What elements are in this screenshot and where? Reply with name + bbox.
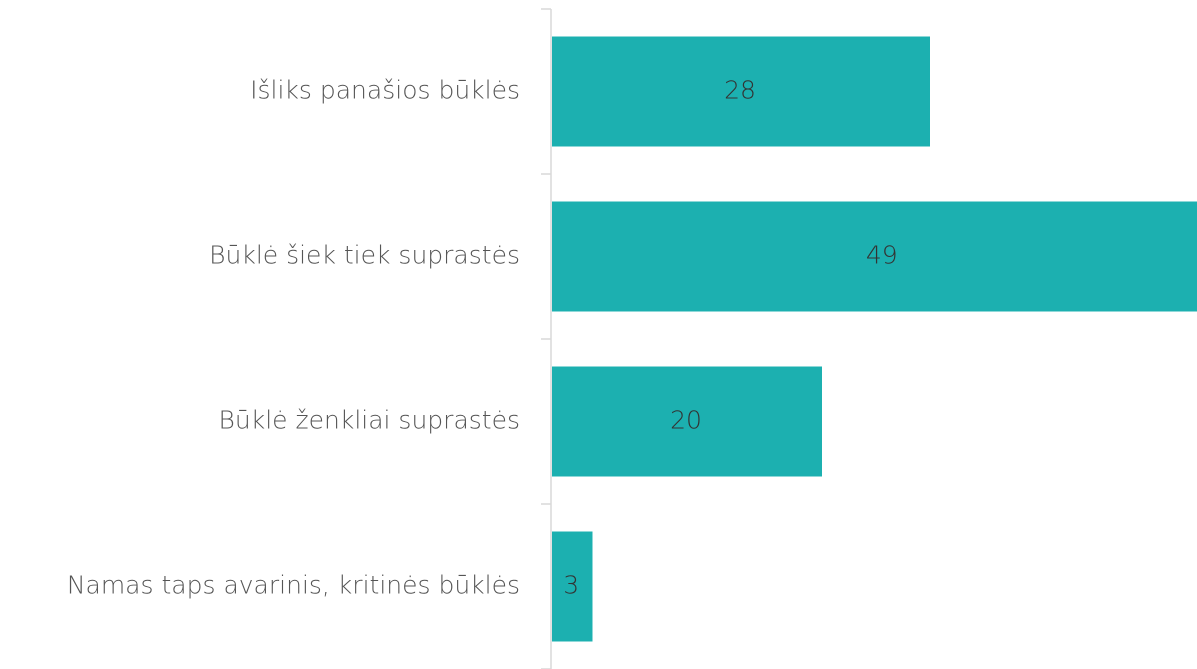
value-label: 49 (866, 241, 898, 270)
bar (552, 201, 1197, 312)
bar (552, 531, 593, 642)
bar (552, 366, 822, 477)
value-label: 20 (670, 406, 702, 435)
category-label: Būklė šiek tiek suprastės (209, 241, 520, 270)
bar (552, 36, 930, 147)
value-label: 3 (563, 571, 579, 600)
value-label: 28 (724, 76, 756, 105)
category-label: Namas taps avarinis, kritinės būklės (67, 571, 520, 600)
category-label: Išliks panašios būklės (250, 76, 520, 105)
category-label: Būklė ženkliai suprastės (219, 406, 520, 435)
